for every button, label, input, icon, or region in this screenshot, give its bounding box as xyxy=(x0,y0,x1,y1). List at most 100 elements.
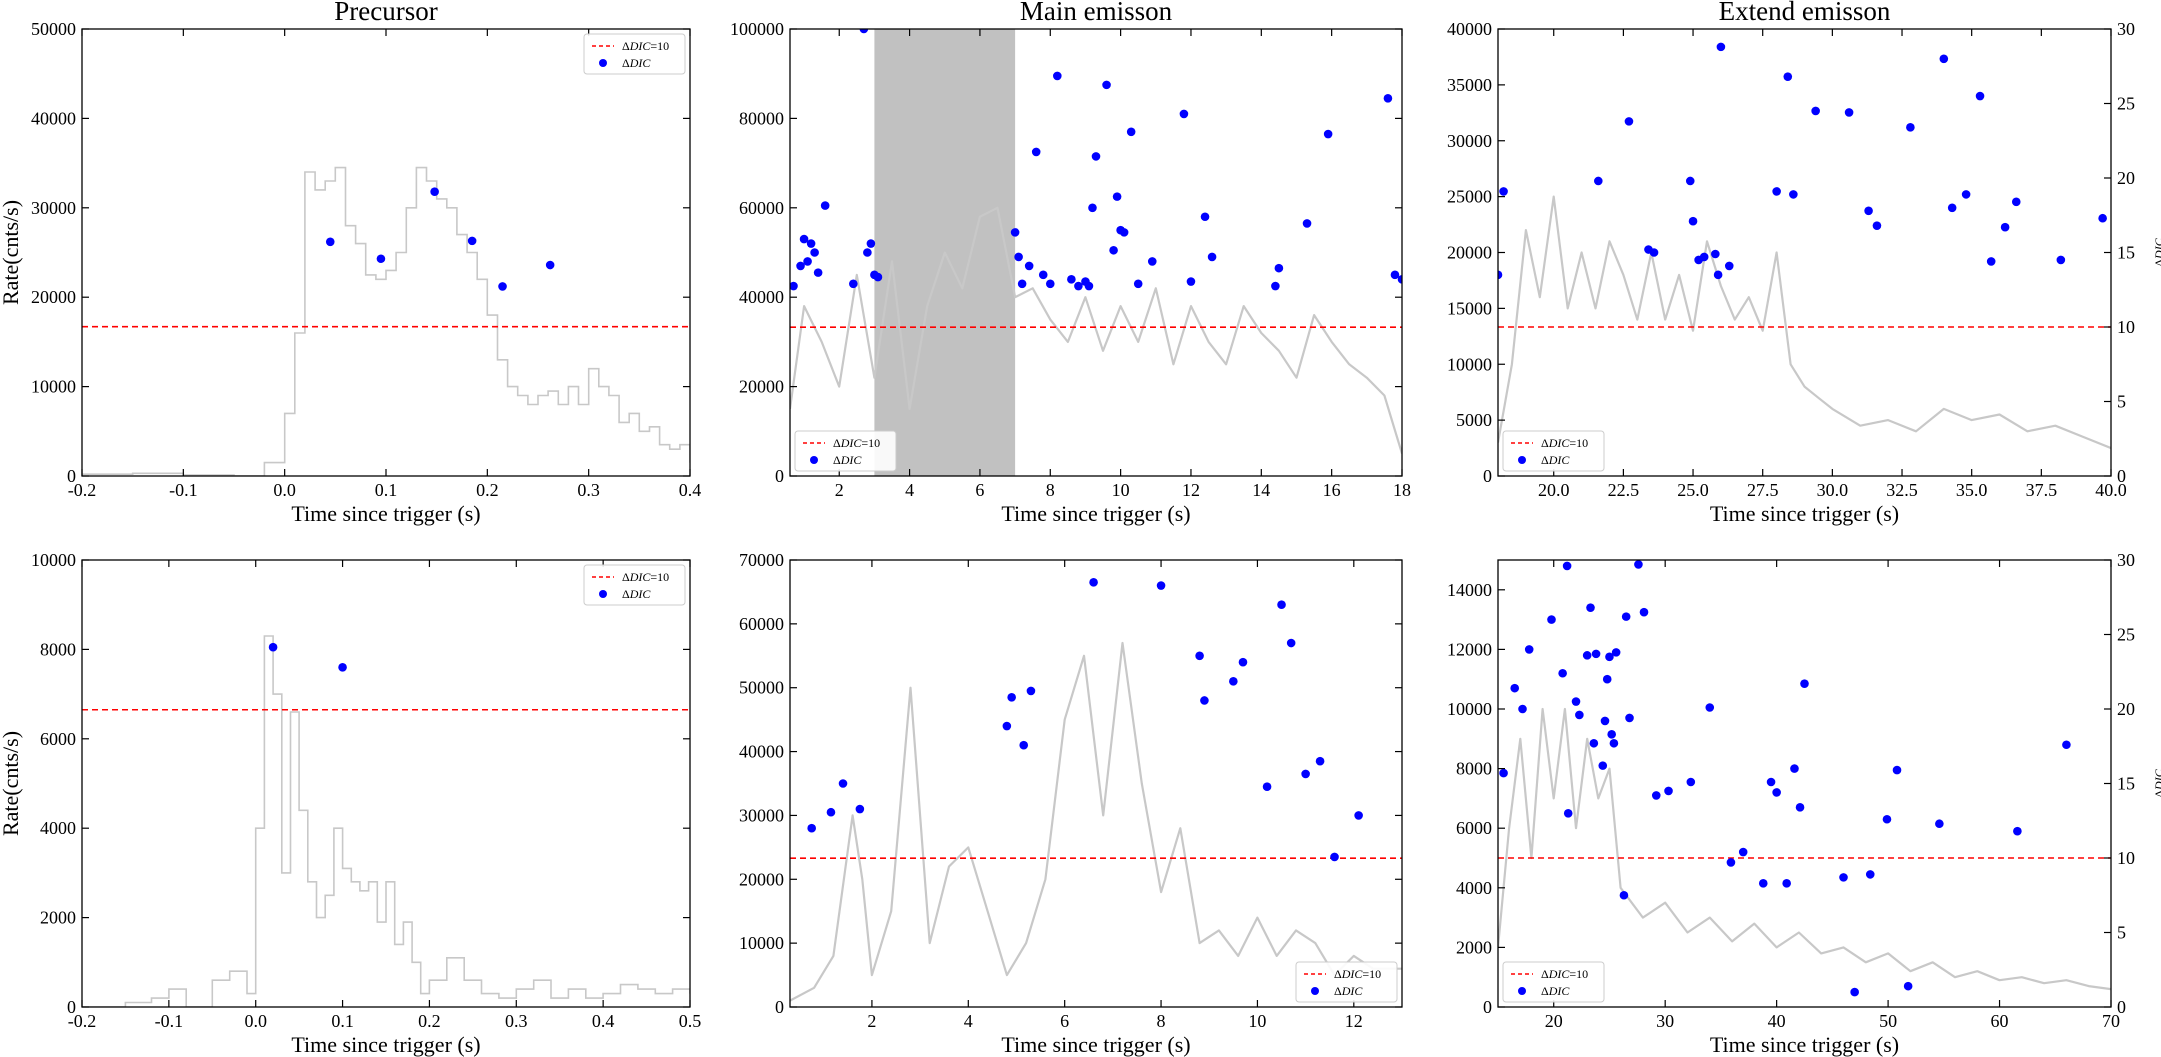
legend-points-label: ΔDIC xyxy=(1541,984,1570,998)
y-tick-label: 2000 xyxy=(1456,937,1492,957)
x-tick-label: 0.1 xyxy=(331,1011,354,1031)
data-point xyxy=(2062,740,2071,750)
data-point xyxy=(1772,187,1781,196)
legend-box xyxy=(794,430,897,472)
x-tick-label: 0.4 xyxy=(679,480,702,500)
data-point xyxy=(1301,769,1310,779)
data-point xyxy=(1602,674,1612,684)
x-tick-label: 20 xyxy=(1545,1011,1563,1031)
x-tick-label: -0.1 xyxy=(155,1011,184,1031)
data-point xyxy=(1045,279,1055,289)
y-tick-label: 35000 xyxy=(1447,75,1492,95)
y-right-tick-label: 10 xyxy=(2117,317,2135,337)
y-tick-label: 40000 xyxy=(31,108,76,128)
data-point xyxy=(873,272,883,282)
data-point xyxy=(1274,263,1284,273)
y-tick-label: 4000 xyxy=(1456,878,1492,898)
legend-points-label: ΔDIC xyxy=(1334,984,1363,998)
axes-frame xyxy=(789,559,1403,1008)
data-point xyxy=(1007,692,1016,702)
x-tick-label: 30 xyxy=(1656,1011,1674,1031)
light-curve xyxy=(82,635,690,1007)
light-curve xyxy=(790,206,1402,454)
light-curve xyxy=(1498,707,2111,991)
legend: ΔDIC=10 ΔDIC xyxy=(1502,961,1605,1003)
panel-bottom-precursor: -0.2 -0.1 0.0 0.1 0.2 0.3 0.4 0.5 0 2000 4000 6000 8… xyxy=(0,550,701,1057)
y-tick-label: 0 xyxy=(1483,997,1492,1017)
y-tick-label: 2000 xyxy=(40,908,76,928)
y-right-tick-label: 25 xyxy=(2117,94,2135,114)
y-tick-label: 15000 xyxy=(1447,298,1492,318)
y-tick-label: 20000 xyxy=(739,377,784,397)
data-point xyxy=(1711,249,1720,259)
data-point xyxy=(1499,768,1508,778)
data-point xyxy=(820,201,830,210)
data-point xyxy=(1498,270,1503,280)
data-point xyxy=(1649,248,1659,257)
legend: ΔDIC=10 ΔDIC xyxy=(583,564,686,606)
y-tick-label: 14000 xyxy=(1447,580,1492,600)
data-point xyxy=(1939,54,1949,64)
data-point xyxy=(1589,738,1599,748)
axes-frame xyxy=(1497,28,2112,477)
legend-box xyxy=(1502,430,1605,472)
data-point xyxy=(1726,858,1736,867)
data-point xyxy=(1547,615,1556,624)
x-tick-label: 8 xyxy=(1046,480,1055,500)
data-point xyxy=(1882,814,1892,824)
y-tick-label: 0 xyxy=(67,997,76,1017)
data-point xyxy=(866,239,876,248)
x-tick-label: 4 xyxy=(905,480,914,500)
data-point xyxy=(1575,710,1584,720)
data-point xyxy=(1607,730,1616,739)
data-point xyxy=(1126,127,1136,137)
x-tick-label: -0.2 xyxy=(68,480,97,500)
y-axis-right-label: ΔDIC xyxy=(2152,237,2161,266)
y-tick-label: 40000 xyxy=(739,742,784,762)
legend: ΔDIC=10 ΔDIC xyxy=(1502,430,1605,472)
legend-points-label: ΔDIC xyxy=(833,453,862,467)
data-point xyxy=(1323,129,1333,139)
data-point xyxy=(1594,176,1603,186)
legend-points-swatch xyxy=(1311,987,1319,995)
x-tick-label: 6 xyxy=(1060,1011,1069,1031)
data-point xyxy=(1903,981,1913,991)
plot-area xyxy=(1498,42,2111,450)
x-tick-label: 40 xyxy=(1768,1011,1786,1031)
data-point xyxy=(859,29,869,34)
light-curve xyxy=(790,641,1402,1002)
data-point xyxy=(1611,648,1621,657)
data-point xyxy=(1844,108,1854,117)
data-point xyxy=(1390,270,1400,280)
axes-frame xyxy=(1497,559,2112,1008)
data-point xyxy=(1238,657,1248,667)
data-point xyxy=(1262,782,1272,791)
y-tick-label: 25000 xyxy=(1447,187,1492,207)
data-point xyxy=(1634,560,1643,569)
data-point xyxy=(1010,228,1020,237)
data-point xyxy=(1354,811,1363,820)
legend-points-label: ΔDIC xyxy=(1541,453,1570,467)
legend-threshold-label: ΔDIC=10 xyxy=(622,39,669,53)
y-tick-label: 10000 xyxy=(31,550,76,570)
x-tick-label: 0.5 xyxy=(679,1011,702,1031)
data-point xyxy=(807,823,816,833)
data-point xyxy=(1315,756,1325,766)
data-point xyxy=(1609,738,1619,748)
data-point xyxy=(1586,603,1595,612)
data-point xyxy=(1850,987,1859,997)
x-tick-label: 60 xyxy=(1991,1011,2009,1031)
axes-frame xyxy=(81,559,691,1008)
data-point xyxy=(1619,890,1629,900)
x-tick-label: 0.0 xyxy=(273,480,296,500)
y-tick-label: 40000 xyxy=(1447,19,1492,39)
x-tick-label: 0.1 xyxy=(375,480,398,500)
y-right-tick-label: 5 xyxy=(2117,392,2126,412)
data-point xyxy=(1591,649,1601,659)
data-point xyxy=(1624,117,1634,126)
data-point xyxy=(1772,788,1781,797)
x-tick-label: 18 xyxy=(1393,480,1411,500)
panel-bottom-main: 2 4 6 8 10 12 0 10000 20000 30000 40000 50000 60000 7… xyxy=(739,550,1403,1057)
data-point xyxy=(1986,257,1996,266)
y-right-tick-label: 0 xyxy=(2117,466,2126,486)
